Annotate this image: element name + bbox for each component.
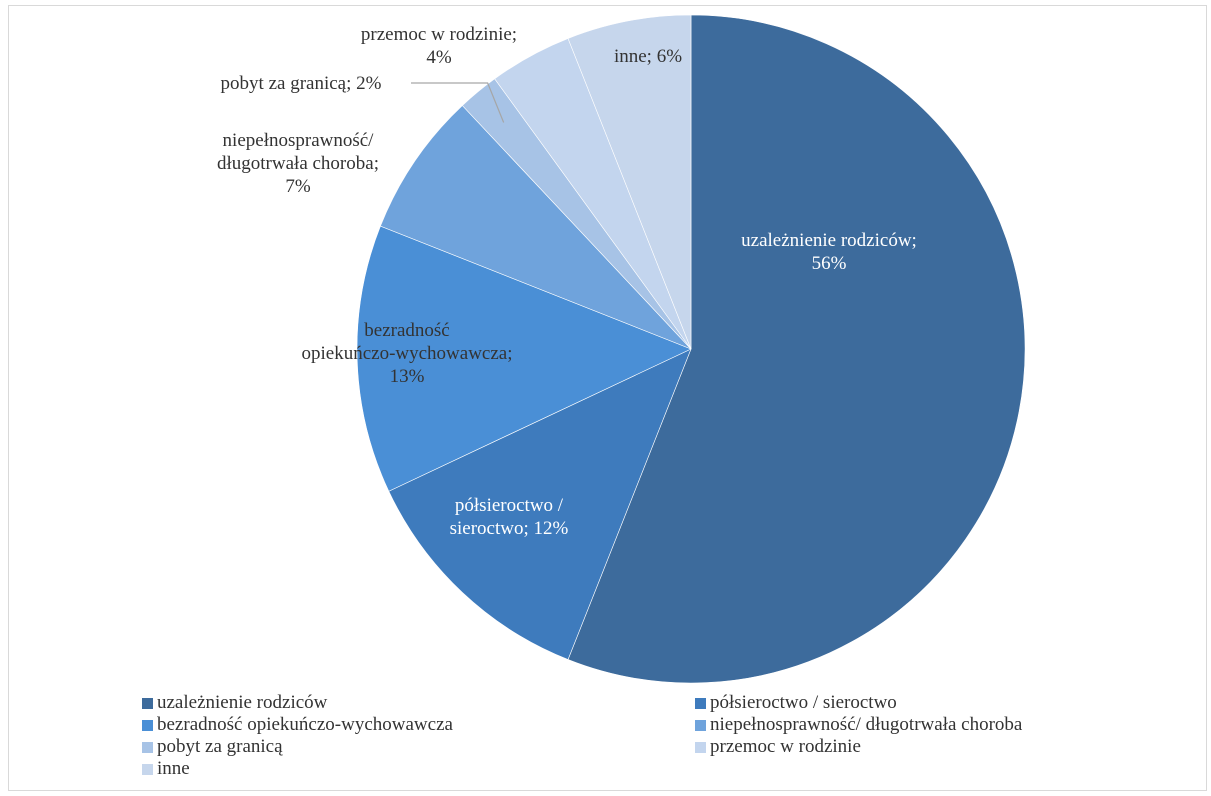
legend-label: inne	[157, 758, 190, 779]
legend-label: bezradność opiekuńczo-wychowawcza	[157, 714, 453, 735]
slice-label-2: półsieroctwo / sieroctwo; 12%	[450, 495, 569, 539]
legend-label: pobyt za granicą	[157, 736, 283, 757]
legend-swatch	[695, 719, 706, 731]
pie-slice-2	[388, 348, 692, 660]
pie-chart: uzależnienie rodziców; 56% półsieroctwo / s…	[217, 14, 1026, 684]
legend-label: przemoc w rodzinie	[710, 736, 861, 757]
legend-swatch	[695, 697, 706, 709]
legend-label: półsieroctwo / sieroctwo	[710, 692, 897, 713]
legend-item-6: przemoc w rodzinie	[695, 736, 861, 758]
pie-slice-1	[567, 14, 1026, 684]
legend-swatch	[695, 741, 706, 753]
legend-label: uzależnienie rodziców	[157, 692, 328, 713]
legend-item-2: półsieroctwo / sieroctwo	[695, 692, 897, 714]
slice-label-4: niepełnosprawność/długotrwała choroba; 7%	[217, 130, 379, 197]
legend-item-5: pobyt za granicą	[142, 736, 283, 758]
legend-swatch	[142, 719, 153, 731]
slice-label-6: przemoc w rodzinie; 4%	[361, 24, 517, 68]
legend-item-7: inne	[142, 758, 190, 780]
slice-label-7: inne; 6%	[614, 46, 682, 67]
legend-swatch	[142, 741, 153, 753]
chart-frame: uzależnienie rodziców; 56% półsieroctwo / s…	[8, 5, 1207, 791]
pie-slice-4	[380, 105, 692, 350]
legend-item-3: bezradność opiekuńczo-wychowawcza	[142, 714, 453, 736]
slice-label-3: bezradność opiekuńczo-wychowawcza; 13%	[301, 320, 512, 387]
legend-item-4: niepełnosprawność/ długotrwała choroba	[695, 714, 1022, 736]
slice-label-5: pobyt za granicą; 2%	[221, 73, 382, 94]
pie-slice-7	[567, 14, 692, 350]
legend-swatch	[142, 697, 153, 709]
pie-slice-3	[356, 225, 692, 492]
legend-swatch	[142, 763, 153, 775]
legend-item-1: uzależnienie rodziców	[142, 692, 327, 714]
slice-label-1: uzależnienie rodziców; 56%	[741, 230, 917, 274]
leader-line	[411, 82, 505, 123]
legend-label: niepełnosprawność/ długotrwała choroba	[710, 714, 1023, 735]
